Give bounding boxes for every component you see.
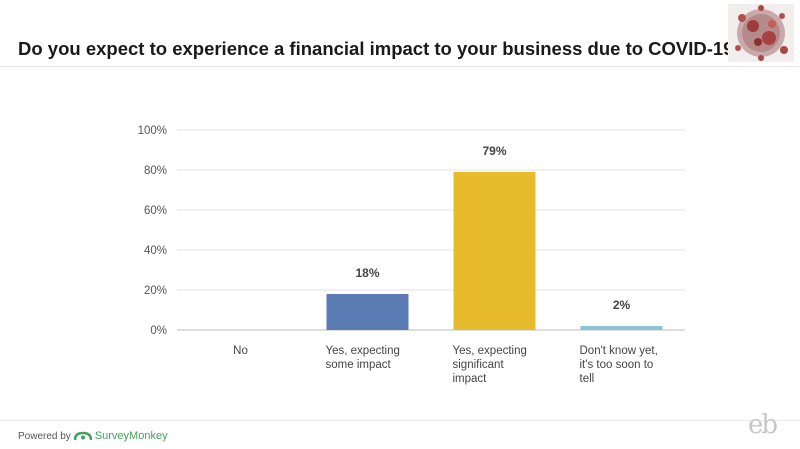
powered-by-label: Powered by [18,430,71,442]
bar [326,294,409,330]
y-tick-label: 0% [150,325,167,337]
x-tick-label: Don't know yet, it's too soon to tell [580,345,658,385]
title-divider [0,66,800,67]
powered-by: Powered by SurveyMonkey [18,430,168,442]
coronavirus-image [728,4,794,62]
y-tick-label: 60% [144,205,167,217]
y-tick-label: 40% [144,245,167,257]
x-tick-label: Yes, expecting significant impact [453,345,527,385]
footer-divider [0,420,800,421]
x-tick-label: No [233,345,248,357]
data-label: 18% [355,266,379,280]
x-tick-label: Yes, expecting some impact [326,345,400,371]
y-tick-label: 80% [144,165,167,177]
surveymonkey-logo-icon [73,431,92,441]
bar [453,172,536,330]
page-title: Do you expect to experience a financial … [18,38,745,59]
eb-logo: eb [748,410,778,440]
bar [580,326,663,330]
y-tick-label: 100% [138,125,167,137]
data-label: 79% [482,144,506,158]
surveymonkey-brand: SurveyMonkey [94,430,168,442]
data-label: 2% [613,298,631,312]
bar-chart: 0% 20% 40% 60% 80% 100% No 18% Yes, expecting som… [138,125,685,385]
y-tick-label: 20% [144,285,167,297]
